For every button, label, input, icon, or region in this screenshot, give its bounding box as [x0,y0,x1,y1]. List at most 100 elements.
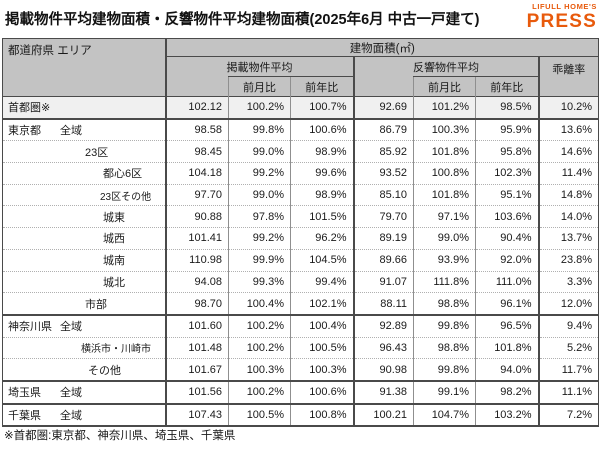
region-cell: 市部 [2,292,166,315]
header-inquiry-yoy: 前年比 [475,76,539,97]
listed-yoy-cell: 100.7% [290,95,354,119]
divergence-cell: 9.4% [537,313,599,338]
listed-avg-cell: 94.08 [164,270,229,293]
table-row: 城北 94.08 99.3% 99.4% 91.07 111.8% 111.0%… [2,270,599,293]
pref-label: 神奈川県 [8,321,52,334]
table-row: その他 101.67 100.3% 100.3% 90.98 99.8% 94.… [2,358,599,381]
logo-brand-text: LIFULL HOME'S [532,2,597,11]
area-label: 城北 [103,276,125,289]
listed-yoy-cell: 100.6% [290,117,354,141]
inquiry-mom-cell: 93.9% [413,248,476,271]
divergence-cell: 11.4% [537,162,599,185]
area-label: 城南 [103,255,125,268]
listed-yoy-cell: 98.9% [290,140,354,163]
area-label: 23区その他 [100,191,152,203]
inquiry-yoy-cell: 96.5% [475,313,539,338]
inquiry-mom-cell: 99.8% [413,313,476,338]
inquiry-avg-cell: 89.19 [352,227,414,250]
table-row: 市部 98.70 100.4% 102.1% 88.11 98.8% 96.1%… [2,292,599,315]
area-label: その他 [88,364,121,377]
region-cell: 城北 [2,270,166,293]
area-label: 市部 [85,298,107,311]
listed-mom-cell: 100.2% [228,336,291,359]
table-row: 城西 101.41 99.2% 96.2% 89.19 99.0% 90.4% … [2,227,599,250]
inquiry-avg-cell: 92.69 [352,95,414,119]
region-cell: 城東 [2,205,166,228]
inquiry-avg-cell: 92.89 [352,313,414,338]
region-cell: 23区その他 [2,183,166,206]
listed-yoy-cell: 100.8% [290,402,354,427]
divergence-cell: 13.6% [537,117,599,141]
region-cell: 城南 [2,248,166,271]
inquiry-avg-cell: 91.38 [352,379,414,404]
region-cell: その他 [2,358,166,381]
listed-yoy-cell: 99.4% [290,270,354,293]
inquiry-avg-cell: 100.21 [352,402,414,427]
divergence-cell: 10.2% [537,95,599,119]
listed-mom-cell: 100.5% [228,402,291,427]
region-cell: 埼玉県 全域 [2,379,166,404]
listed-yoy-cell: 100.3% [290,358,354,381]
area-label: 全域 [60,125,82,138]
listed-mom-cell: 99.0% [228,140,291,163]
table-row: 23区 98.45 99.0% 98.9% 85.92 101.8% 95.8%… [2,140,599,163]
inquiry-mom-cell: 101.8% [413,140,476,163]
listed-avg-cell: 101.41 [164,227,229,250]
table-row: 埼玉県 全域 101.56 100.2% 100.6% 91.38 99.1% 9… [2,379,599,404]
region-cell: 23区 [2,140,166,163]
region-cell: 横浜市・川崎市 [2,336,166,359]
divergence-cell: 7.2% [537,402,599,427]
inquiry-yoy-cell: 111.0% [475,270,539,293]
inquiry-mom-cell: 99.8% [413,358,476,381]
listed-avg-cell: 107.43 [164,402,229,427]
listed-avg-cell: 110.98 [164,248,229,271]
table-row: 都心6区 104.18 99.2% 99.6% 93.52 100.8% 102… [2,162,599,185]
header-unit-group: 建物面積(㎡) [164,38,599,57]
table-row: 千葉県 全域 107.43 100.5% 100.8% 100.21 104.7%… [2,402,599,427]
header-inquiry-group: 反響物件平均 [352,56,539,77]
divergence-cell: 23.8% [537,248,599,271]
listed-mom-cell: 99.3% [228,270,291,293]
listed-avg-cell: 104.18 [164,162,229,185]
listed-avg-cell: 101.48 [164,336,229,359]
area-label: 全域 [60,321,82,334]
region-cell: 神奈川県 全域 [2,313,166,338]
pref-label: 埼玉県 [8,387,41,400]
table-row: 横浜市・川崎市 101.48 100.2% 100.5% 96.43 98.8%… [2,336,599,359]
divergence-cell: 11.7% [537,358,599,381]
header-listed-mom: 前月比 [228,76,291,97]
listed-yoy-cell: 104.5% [290,248,354,271]
inquiry-yoy-cell: 92.0% [475,248,539,271]
lifull-homes-press-logo: LIFULL HOME'S PRESS [527,3,597,31]
building-area-table: 都道府県 エリア 建物面積(㎡) 掲載物件平均 反響物件平均 乖離率 前月比 前… [2,38,600,428]
table-row: 23区その他 97.70 99.0% 98.9% 85.10 101.8% 95… [2,183,599,206]
listed-mom-cell: 99.0% [228,183,291,206]
table-row: 神奈川県 全域 101.60 100.2% 100.4% 92.89 99.8% … [2,313,599,338]
listed-yoy-cell: 100.5% [290,336,354,359]
pref-label: 千葉県 [8,409,41,422]
listed-mom-cell: 99.9% [228,248,291,271]
divergence-cell: 14.0% [537,205,599,228]
inquiry-avg-cell: 86.79 [352,117,414,141]
area-label: 全域 [60,387,82,400]
listed-mom-cell: 99.8% [228,117,291,141]
inquiry-yoy-cell: 95.8% [475,140,539,163]
inquiry-yoy-cell: 95.1% [475,183,539,206]
listed-mom-cell: 99.2% [228,162,291,185]
listed-mom-cell: 99.2% [228,227,291,250]
listed-yoy-cell: 100.4% [290,313,354,338]
table-row: 城東 90.88 97.8% 101.5% 79.70 97.1% 103.6%… [2,205,599,228]
divergence-cell: 3.3% [537,270,599,293]
header-inquiry-avg-spacer [352,76,414,97]
header-listed-group: 掲載物件平均 [164,56,354,77]
inquiry-mom-cell: 99.0% [413,227,476,250]
divergence-cell: 14.8% [537,183,599,206]
inquiry-avg-cell: 79.70 [352,205,414,228]
listed-avg-cell: 90.88 [164,205,229,228]
region-cell: 城西 [2,227,166,250]
inquiry-mom-cell: 99.1% [413,379,476,404]
header-listed-avg-spacer [164,76,229,97]
listed-avg-cell: 97.70 [164,183,229,206]
listed-avg-cell: 98.58 [164,117,229,141]
